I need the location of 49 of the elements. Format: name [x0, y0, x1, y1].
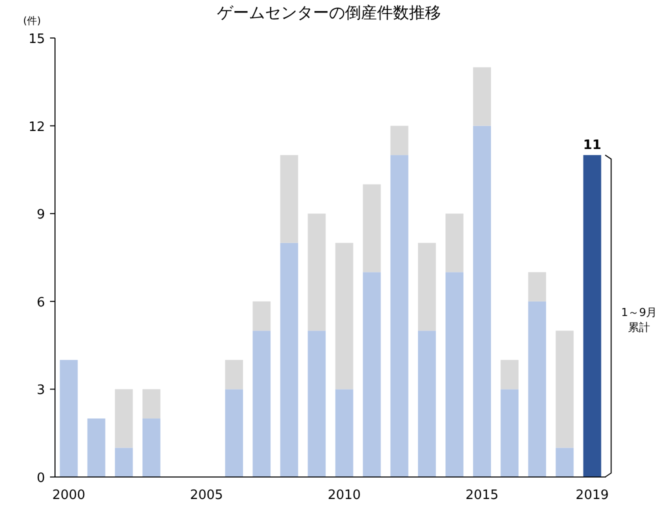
bar: [528, 272, 546, 302]
bar: [500, 360, 519, 390]
chart-title: ゲームセンターの倒産件数推移: [217, 3, 441, 22]
bar: [280, 155, 298, 243]
text: 1～9月: [621, 306, 658, 320]
bar: [142, 389, 160, 418]
y-tick-label: 9: [36, 208, 45, 223]
bar: [446, 272, 464, 477]
y-tick-label: 6: [36, 295, 45, 310]
bar: [446, 214, 464, 272]
bar: [362, 184, 381, 272]
y-tick-label: 0: [36, 471, 45, 486]
data-label: 11: [583, 138, 602, 154]
bar: [335, 389, 354, 477]
bar: [390, 126, 408, 156]
y-tick-label: 12: [28, 120, 45, 135]
bar: [390, 155, 408, 477]
x-tick-label: 2010: [328, 488, 361, 503]
bar: [556, 448, 574, 477]
bar: [60, 360, 78, 477]
bar: [114, 448, 133, 477]
bar: [500, 389, 519, 477]
bar: [473, 126, 491, 477]
bar: [335, 242, 354, 390]
bar: [528, 301, 546, 477]
bar: [583, 155, 602, 477]
bar: [225, 360, 244, 390]
x-tick-label: 2019: [576, 488, 609, 503]
bar: [252, 301, 271, 331]
bar: [308, 330, 326, 477]
bar: [473, 67, 491, 126]
bar: [87, 418, 106, 477]
bar: [114, 389, 133, 448]
x-tick-label: 2015: [465, 488, 499, 503]
y-tick-label: 3: [36, 383, 45, 398]
x-tick-label: 2000: [52, 488, 86, 503]
bar: [362, 272, 381, 477]
y-tick-label: 15: [28, 32, 45, 47]
bar: [418, 330, 436, 477]
bar: [280, 242, 298, 477]
bar: [252, 330, 271, 477]
x-tick-label: 2005: [190, 488, 224, 503]
text: 累計: [628, 321, 650, 334]
bar: [418, 242, 436, 331]
bar: [556, 330, 574, 448]
bar: [308, 214, 326, 331]
bar: [225, 389, 244, 477]
y-axis-title: (件): [23, 16, 41, 27]
bar: [142, 418, 160, 477]
